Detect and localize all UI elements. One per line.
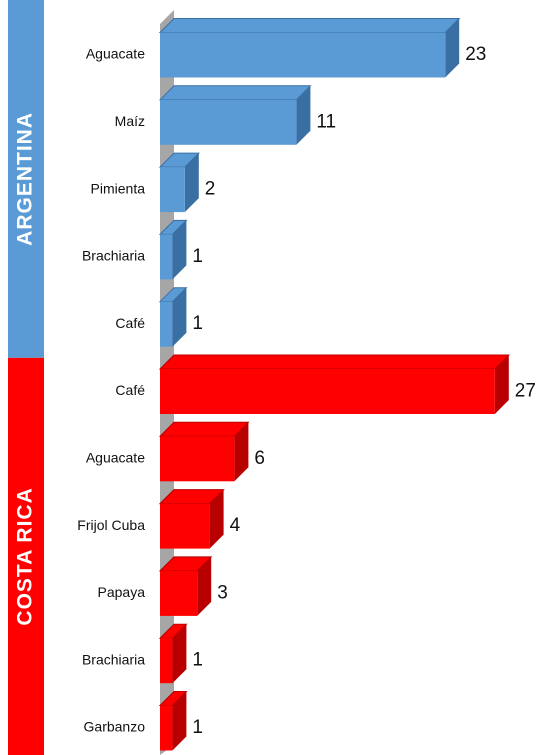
group-band (8, 357, 44, 755)
bar (160, 638, 173, 684)
group-band (8, 0, 44, 358)
bar (160, 503, 210, 549)
bar-top (158, 18, 461, 33)
category-label: Papaya (98, 584, 146, 600)
bar (160, 570, 198, 616)
bar-side (494, 355, 509, 414)
group-label: COSTA RICA (14, 487, 37, 625)
category-label: Café (115, 382, 145, 398)
bar-side (197, 556, 212, 616)
bar (160, 369, 495, 414)
bar (160, 167, 185, 213)
bar-top (158, 85, 312, 101)
category-label: Café (115, 315, 145, 331)
bar (160, 301, 173, 347)
bar (160, 99, 297, 145)
value-label: 27 (515, 381, 536, 402)
bar-top (158, 354, 511, 370)
bar-side (172, 624, 187, 684)
category-label: Brachiaria (82, 248, 145, 264)
value-label: 6 (254, 448, 265, 469)
value-label: 2 (205, 179, 216, 200)
bar-side (172, 220, 187, 280)
bar-side (172, 691, 187, 751)
bar-side (445, 18, 460, 78)
bar (160, 705, 173, 751)
category-label: Aguacate (86, 450, 145, 466)
bar-top (158, 421, 250, 437)
category-label: Frijol Cuba (77, 517, 145, 533)
value-label: 1 (192, 246, 203, 267)
bar (160, 436, 235, 482)
bar (160, 234, 173, 280)
bar-side (209, 489, 224, 549)
category-label: Brachiaria (82, 651, 145, 667)
bar-side (184, 153, 199, 213)
category-label: Pimienta (91, 180, 146, 196)
value-label: 1 (192, 717, 203, 738)
bar-side (234, 422, 249, 482)
category-label: Maíz (115, 113, 145, 129)
group-label: ARGENTINA (14, 112, 37, 246)
value-label: 3 (217, 582, 228, 603)
bar-side (172, 287, 187, 347)
value-label: 23 (465, 44, 486, 65)
category-label: Garbanzo (84, 719, 146, 735)
value-label: 11 (316, 111, 336, 132)
value-label: 4 (230, 515, 241, 536)
value-label: 1 (192, 650, 203, 671)
value-label: 1 (192, 313, 203, 334)
bar-side (296, 85, 311, 145)
bar (160, 32, 446, 78)
category-label: Aguacate (86, 46, 145, 62)
